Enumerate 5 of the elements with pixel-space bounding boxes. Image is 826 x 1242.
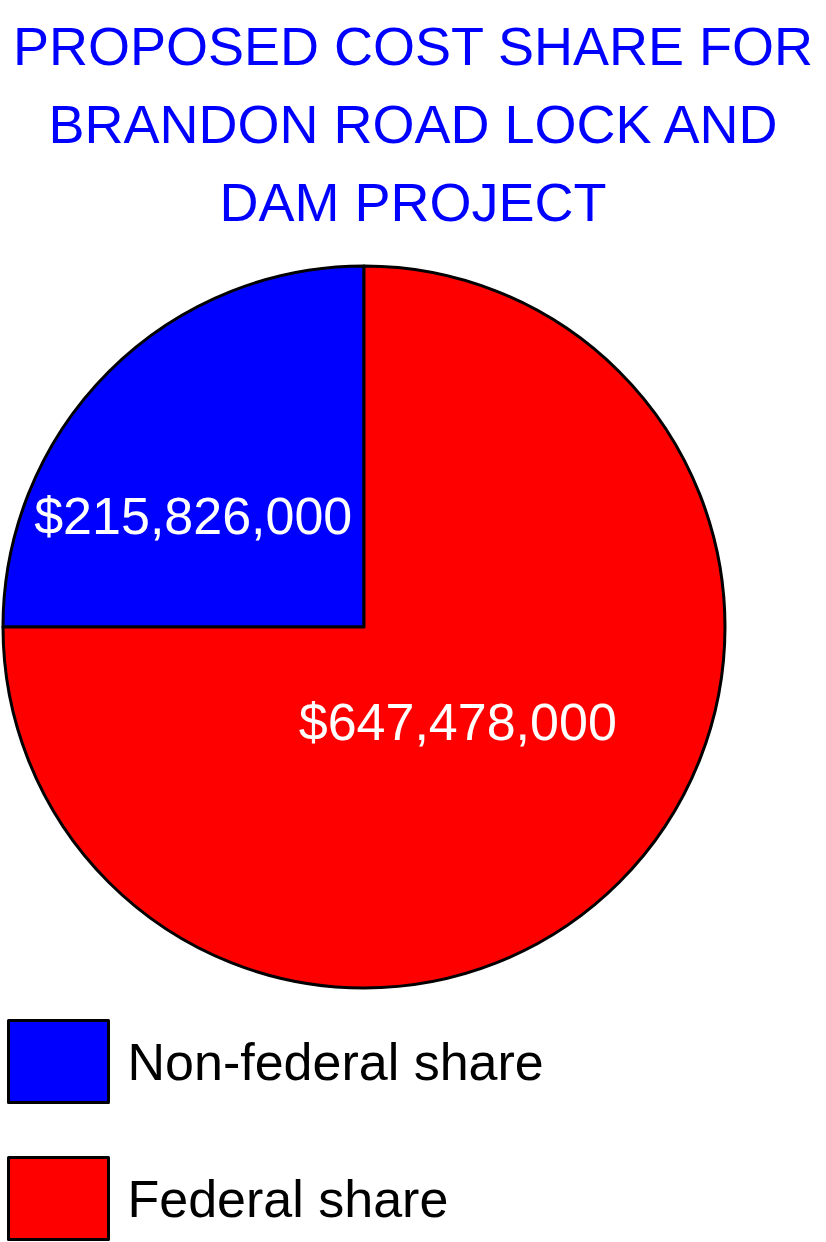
legend-label: Federal share [127, 1169, 449, 1228]
data-label: $215,826,000 [34, 487, 353, 546]
legend-label: Non-federal share [127, 1032, 544, 1091]
chart-title: PROPOSED COST SHARE FOR BRANDON ROAD LOCK AND DAM PROJECT [12, 16, 814, 232]
data-label: $647,478,000 [298, 692, 617, 751]
